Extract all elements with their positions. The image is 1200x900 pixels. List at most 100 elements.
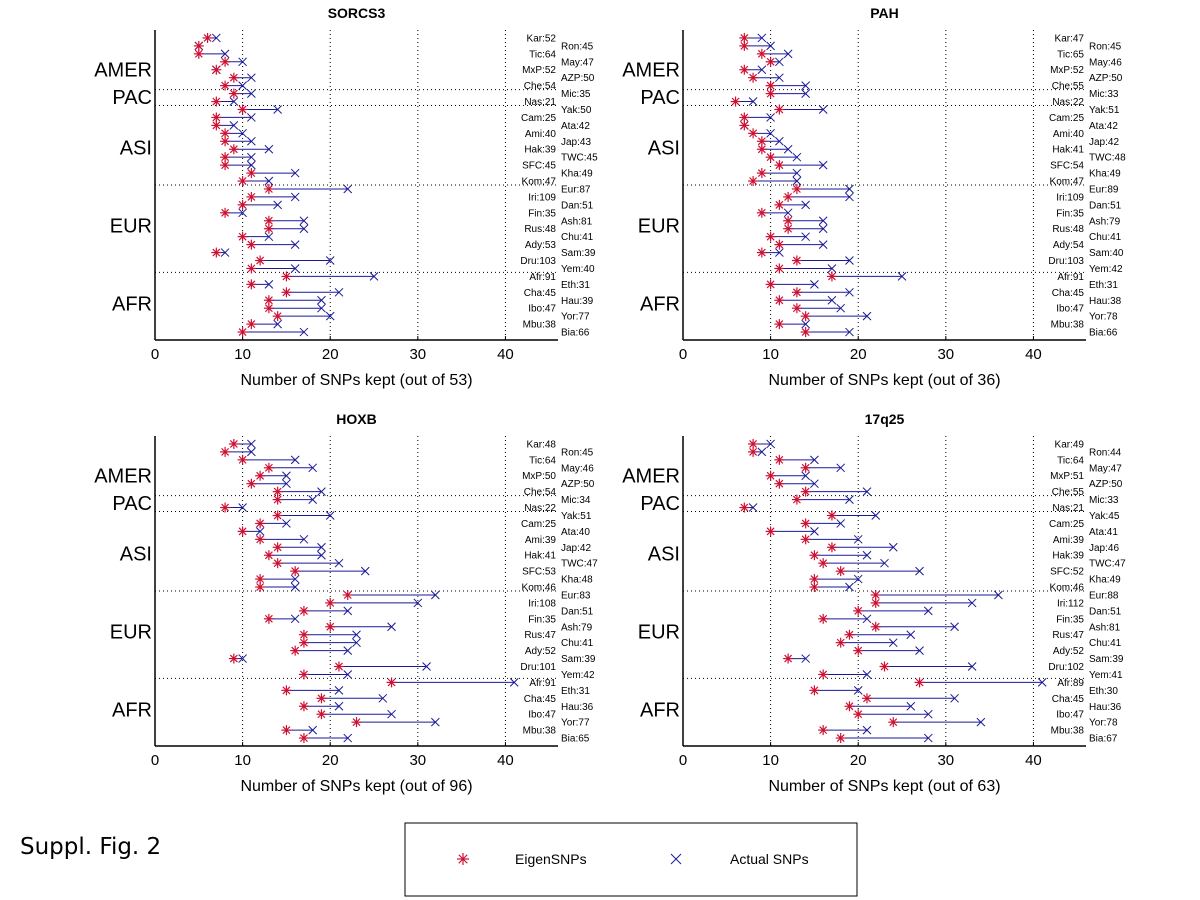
population-label: Dan:51 [561, 200, 594, 211]
population-label: Afr:91 [529, 678, 556, 689]
eigen-snp-marker [228, 653, 239, 664]
eigen-snp-marker [263, 550, 274, 561]
population-row: Dan:51 [853, 605, 1122, 617]
actual-snp-marker [845, 184, 854, 194]
x-tick-label: 30 [937, 346, 954, 363]
population-row: Tic:64 [774, 454, 1084, 466]
eigen-snp-marker-stroke [299, 670, 308, 679]
actual-snp-marker [290, 455, 300, 465]
population-label: Yak:50 [561, 105, 592, 116]
eigen-snp-marker [748, 176, 759, 187]
actual-snp-marker-stroke [783, 208, 793, 218]
population-row: Yak:50 [237, 104, 592, 116]
eigen-snp-marker [246, 168, 257, 179]
legend-eigen-label: EigenSNPs [515, 851, 587, 867]
eigen-snp-marker [255, 582, 266, 593]
eigen-snp-marker [255, 470, 266, 481]
population-label: Iri:109 [1056, 192, 1084, 203]
eigen-snp-marker-stroke [273, 487, 282, 496]
eigen-snp-marker [316, 709, 327, 720]
population-label: Ami:39 [525, 535, 557, 546]
population-label: Kha:48 [561, 575, 593, 586]
population-row: Eur:89 [791, 183, 1119, 195]
population-label: Yem:42 [561, 670, 595, 681]
eigen-snp-marker [748, 446, 759, 457]
population-label: Ata:40 [561, 527, 590, 538]
eigen-snp-marker [870, 621, 881, 632]
population-label: Eth:31 [561, 686, 590, 697]
population-row: Chu:41 [298, 637, 594, 649]
population-label: Eur:89 [1089, 184, 1119, 195]
eigen-snp-marker [879, 661, 890, 672]
population-label: Ibo:47 [528, 304, 556, 315]
actual-snp-marker [273, 200, 283, 210]
actual-snp-marker [238, 654, 247, 663]
actual-snp-marker [976, 717, 986, 727]
population-label: Fin:35 [1056, 614, 1084, 625]
actual-snp-marker-stroke [827, 264, 837, 273]
actual-snp-marker [264, 280, 274, 289]
actual-snp-marker [238, 128, 247, 138]
chart-panels: 0 10 20 30 40 SORCS3 Number of SNPs kept (out … [94, 5, 1126, 795]
population-label: Jap:46 [1089, 543, 1119, 554]
eigen-snp-marker [325, 621, 336, 632]
population-label: Yak:51 [561, 511, 592, 522]
actual-snp-marker-stroke [976, 717, 986, 727]
group-label: EUR [638, 622, 680, 644]
eigen-snp-marker-stroke [238, 455, 247, 464]
actual-snp-marker-stroke [282, 479, 291, 489]
actual-snp-marker-stroke [290, 614, 300, 624]
eigen-snp-marker-stroke [801, 487, 810, 496]
actual-snp-marker-stroke [915, 566, 924, 576]
population-label: Cha:45 [1052, 694, 1085, 705]
eigen-snp-marker-stroke [299, 702, 308, 711]
figure-label: Suppl. Fig. 2 [20, 834, 161, 860]
population-row: Cha:45 [281, 287, 556, 299]
chart-panel: 0 10 20 30 40 HOXB Number of SNPs kept (out of… [94, 411, 598, 795]
population-label: Cha:45 [524, 288, 557, 299]
eigen-snp-marker-stroke [247, 169, 256, 178]
population-label: Ash:81 [561, 216, 593, 227]
population-label: Sam:40 [1089, 248, 1124, 259]
eigen-snp-marker [739, 40, 750, 51]
actual-snp-marker [783, 144, 793, 154]
group-label: AMER [622, 60, 680, 82]
population-row: AZP:50 [246, 478, 595, 490]
actual-snp-marker-stroke [888, 638, 898, 648]
actual-snp-marker [775, 73, 784, 83]
population-row: SFC:52 [835, 566, 1084, 578]
eigen-snp-marker-stroke [264, 296, 273, 305]
actual-snp-marker [247, 89, 256, 98]
group-label: AMER [94, 60, 152, 82]
actual-snp-marker [247, 73, 256, 83]
population-row: Mic:33 [765, 88, 1119, 100]
eigen-snp-marker [844, 701, 855, 712]
eigen-snp-marker-stroke [819, 670, 828, 679]
group-label: EUR [110, 216, 152, 238]
population-label: Ibo:47 [1056, 304, 1084, 315]
actual-snp-marker-stroke [801, 471, 811, 481]
actual-snp-marker [299, 327, 309, 337]
eigen-snp-marker-stroke [740, 113, 749, 122]
population-row: Afr:91 [281, 271, 556, 283]
population-row: Iri:109 [783, 191, 1084, 203]
eigen-snp-marker [774, 319, 785, 330]
eigen-snp-marker-stroke [749, 73, 758, 82]
actual-snp-marker-stroke [343, 733, 353, 743]
eigen-snp-marker-stroke [766, 81, 775, 90]
population-row: Iri:112 [870, 597, 1084, 609]
eigen-snp-marker-stroke [749, 447, 758, 456]
population-label: Dan:51 [561, 606, 594, 617]
actual-snp-marker [282, 519, 291, 528]
population-label: Yem:40 [561, 264, 595, 275]
population-row: Ami:40 [748, 128, 1084, 140]
population-label: Jap:42 [1089, 137, 1119, 148]
actual-snp-marker-stroke [827, 295, 837, 305]
actual-snp-marker-stroke [845, 582, 854, 592]
actual-snp-marker [757, 65, 767, 75]
population-row: TWC:47 [818, 558, 1126, 570]
population-row: Dan:51 [774, 199, 1122, 211]
actual-snp-marker-stroke [862, 670, 872, 679]
population-label: Iri:112 [1057, 598, 1084, 609]
actual-snp-marker-stroke [247, 113, 256, 122]
